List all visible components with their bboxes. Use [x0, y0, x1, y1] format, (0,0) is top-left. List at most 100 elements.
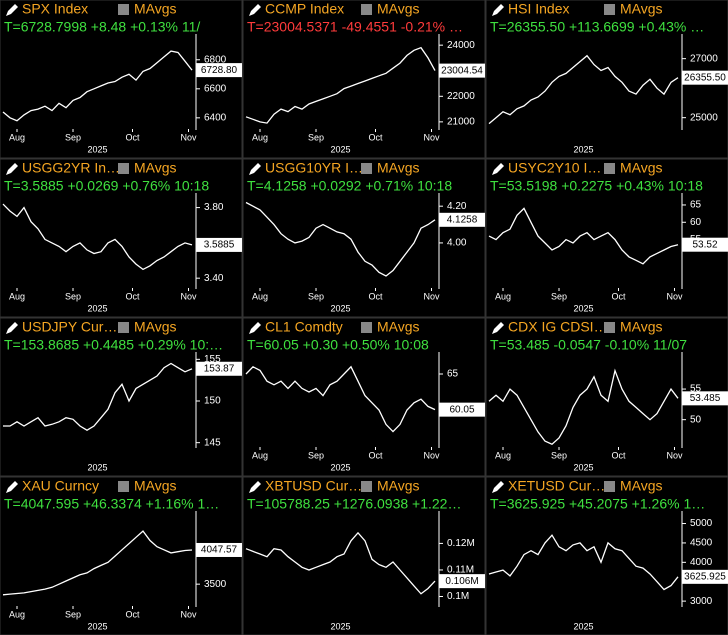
legend-label: MAvgs: [134, 319, 177, 335]
x-tick-label: Nov: [180, 291, 197, 301]
price-line: [245, 531, 436, 595]
edit-icon: [249, 322, 261, 334]
x-axis-label: 2025: [573, 621, 593, 631]
last-value-label: 153.87: [204, 363, 235, 374]
last-value-box: [439, 402, 485, 417]
x-tick-label: Oct: [125, 609, 140, 619]
y-tick-label: 145: [204, 437, 221, 448]
last-value-label: 3.5885: [204, 240, 235, 251]
x-tick-label: Aug: [9, 291, 25, 301]
price-line: [245, 201, 436, 277]
y-tick-label: 4000: [690, 557, 713, 568]
legend-label: MAvgs: [377, 160, 420, 176]
quote-line: T=3625.925 +45.2075 +1.26% 1…: [490, 496, 705, 512]
quote-line: T=3.5885 +0.0269 +0.76% 10:18: [4, 178, 209, 194]
panel: [485, 476, 728, 635]
price-line: [2, 50, 193, 122]
x-axis-label: 2025: [330, 303, 350, 313]
last-value-box: [439, 574, 485, 589]
x-axis-label: 2025: [573, 144, 593, 154]
legend-swatch: [118, 481, 129, 492]
quote-line: T=105788.25 +1276.0938 +1.22…: [247, 496, 461, 512]
last-value-label: 23004.54: [441, 65, 483, 76]
legend-label: MAvgs: [134, 1, 177, 17]
quote-line: T=23004.5371 -49.4551 -0.21% …: [247, 19, 463, 35]
legend-label: MAvgs: [134, 160, 177, 176]
x-tick-label: Oct: [368, 450, 383, 460]
x-axis-label: 2025: [87, 621, 107, 631]
x-tick-label: Sep: [551, 291, 567, 301]
y-tick-label: 3500: [204, 579, 227, 590]
chart-title: XAU Curncy: [22, 478, 99, 494]
legend-swatch: [361, 4, 372, 15]
legend-swatch: [604, 163, 615, 174]
x-tick-label: Sep: [308, 291, 324, 301]
chart-title: HSI Index: [508, 1, 569, 17]
legend-label: MAvgs: [620, 319, 663, 335]
y-tick-label: 6400: [204, 112, 227, 123]
chart-title: USGG2YR In…: [22, 160, 120, 176]
edit-icon: [249, 163, 261, 175]
edit-icon: [249, 4, 261, 16]
edit-icon: [6, 481, 18, 493]
panel: [242, 476, 486, 635]
y-tick-label: 5000: [690, 518, 713, 529]
x-tick-label: Sep: [308, 450, 324, 460]
last-value-box: [682, 391, 728, 406]
panel: [242, 317, 486, 477]
x-axis-label: 2025: [330, 462, 350, 472]
legend-swatch: [604, 322, 615, 333]
last-value-box: [196, 361, 242, 376]
y-tick-label: 4.00: [447, 238, 467, 249]
legend-swatch: [361, 322, 372, 333]
y-tick-label: 50: [690, 414, 702, 425]
last-value-label: 4047.57: [201, 545, 238, 556]
y-tick-label: 25000: [690, 112, 718, 123]
y-tick-label: 0.1M: [447, 591, 469, 602]
legend-swatch: [361, 481, 372, 492]
edit-icon: [492, 4, 504, 16]
price-line: [488, 368, 679, 445]
x-tick-label: Oct: [611, 291, 626, 301]
x-tick-label: Sep: [551, 450, 567, 460]
y-tick-label: 150: [204, 396, 221, 407]
x-tick-label: Nov: [423, 132, 440, 142]
last-value-label: 6728.80: [201, 65, 238, 76]
last-value-box: [196, 542, 242, 557]
x-tick-label: Sep: [65, 132, 81, 142]
quote-line: T=60.05 +0.30 +0.50% 10:08: [247, 337, 429, 353]
quote-line: T=53.485 -0.0547 -0.10% 11/07: [490, 337, 687, 353]
y-tick-label: 0.12M: [447, 538, 475, 549]
quote-line: T=153.8685 +0.4485 +0.29% 10:…: [4, 337, 223, 353]
last-value-box: [682, 237, 728, 252]
y-tick-label: 21000: [447, 117, 475, 128]
quote-line: T=26355.50 +113.6699 +0.43% …: [490, 19, 704, 35]
quote-line: T=6728.7998 +8.48 +0.13% 11/: [4, 19, 200, 35]
x-tick-label: Aug: [252, 132, 268, 142]
y-tick-label: 60: [690, 217, 702, 228]
y-tick-label: 3.80: [204, 202, 224, 213]
legend-swatch: [118, 163, 129, 174]
y-tick-label: 22000: [447, 91, 475, 102]
y-tick-label: 65: [690, 200, 702, 211]
chart-title: CCMP Index: [265, 1, 344, 17]
x-tick-label: Nov: [423, 450, 440, 460]
price-line: [488, 207, 679, 265]
x-tick-label: Oct: [368, 291, 383, 301]
y-tick-label: 3000: [690, 596, 713, 607]
x-tick-label: Nov: [180, 609, 197, 619]
quote-line: T=4047.595 +46.3374 +1.16% 1…: [4, 496, 219, 512]
last-value-label: 26355.50: [684, 72, 726, 83]
y-tick-label: 4500: [690, 538, 713, 549]
y-tick-label: 0.11M: [447, 565, 474, 576]
last-value-label: 53.485: [690, 393, 721, 404]
price-line: [245, 365, 436, 433]
x-tick-label: Aug: [252, 450, 268, 460]
edit-icon: [6, 322, 18, 334]
legend-label: MAvgs: [620, 478, 663, 494]
x-axis-label: 2025: [87, 462, 107, 472]
x-tick-label: Nov: [423, 291, 440, 301]
edit-icon: [6, 4, 18, 16]
y-tick-label: 65: [447, 369, 459, 380]
